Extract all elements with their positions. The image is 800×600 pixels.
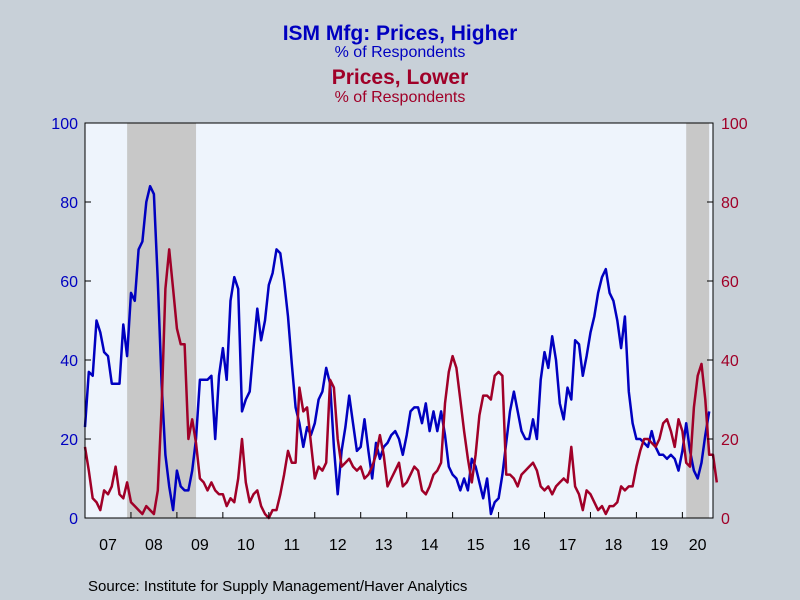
right-tick-label: 60 <box>721 274 739 291</box>
recession-bar-1 <box>127 123 197 518</box>
source-note: Source: Institute for Supply Management/… <box>88 578 467 595</box>
x-tick-label: 08 <box>145 537 163 554</box>
axis-layer: 0 0 20 20 40 40 60 60 80 80 100 100 07 08 09 10 11 12 13 14… <box>51 116 748 554</box>
left-tick-label: 60 <box>60 274 78 291</box>
x-tick-label: 20 <box>689 537 707 554</box>
right-tick-label: 100 <box>721 116 748 133</box>
series-layer <box>83 184 719 520</box>
left-tick-label: 0 <box>69 511 78 528</box>
right-tick-label: 0 <box>721 511 730 528</box>
x-tick-label: 12 <box>329 537 347 554</box>
x-tick-label: 14 <box>421 537 439 554</box>
x-tick-label: 17 <box>559 537 577 554</box>
x-tick-label: 09 <box>191 537 209 554</box>
x-tick-label: 13 <box>375 537 393 554</box>
right-tick-label: 40 <box>721 353 739 370</box>
x-tick-label: 07 <box>99 537 117 554</box>
right-tick-label: 80 <box>721 195 739 212</box>
series-line-prices-higher <box>83 184 711 516</box>
x-tick-label: 19 <box>650 537 668 554</box>
chart-subtitle: % of Respondents <box>335 44 466 61</box>
chart-subtitle-2: % of Respondents <box>335 89 466 106</box>
chart-title: ISM Mfg: Prices, Higher <box>283 22 518 45</box>
x-tick-label: 10 <box>237 537 255 554</box>
series-line-prices-lower <box>83 248 719 520</box>
plot-frame <box>84 122 714 519</box>
left-tick-label: 20 <box>60 432 78 449</box>
x-tick-label: 16 <box>513 537 531 554</box>
x-tick-label: 15 <box>467 537 485 554</box>
left-tick-label: 40 <box>60 353 78 370</box>
x-tick-label: 18 <box>605 537 623 554</box>
right-tick-label: 20 <box>721 432 739 449</box>
x-tick-label: 11 <box>283 537 300 554</box>
chart-title-2: Prices, Lower <box>332 66 469 89</box>
left-tick-label: 80 <box>60 195 78 212</box>
left-tick-label: 100 <box>51 116 78 133</box>
